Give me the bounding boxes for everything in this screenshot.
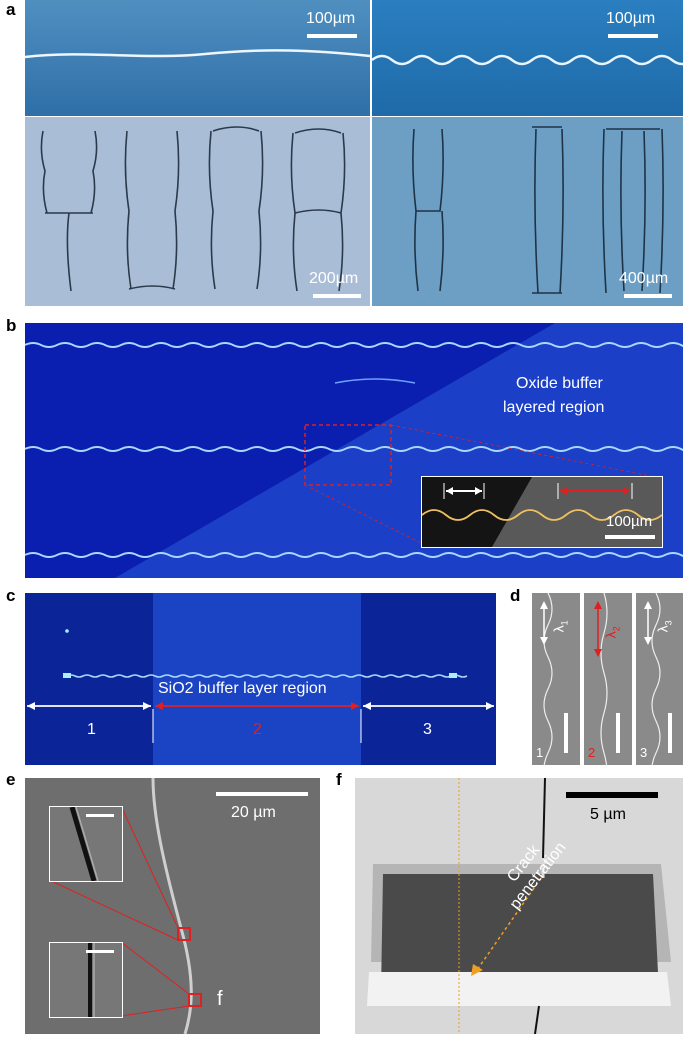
panel-e-graphics — [48, 778, 202, 1034]
zoom-box-lower — [188, 993, 202, 1007]
panel-c-graphics — [27, 629, 494, 743]
wire-wavy — [372, 54, 683, 66]
panel-label-c: c — [6, 586, 16, 605]
strip-3-number: 3 — [640, 745, 648, 760]
lambda-2: λ2 — [602, 626, 622, 639]
scale-text: 100µm — [606, 10, 656, 27]
sio2-region-label: SiO2 buffer layer region — [158, 680, 327, 697]
scale-bar — [608, 34, 658, 38]
scale-text: 100µm — [306, 10, 356, 27]
inset-scale-text: 100µm — [606, 513, 653, 530]
scale-bar — [624, 294, 672, 298]
lambda-3: λ3 — [654, 620, 674, 633]
scale-bar — [216, 792, 308, 796]
panel-b-inset: 100µm — [421, 476, 663, 548]
panel-e-image: 20 µm f — [25, 778, 320, 1034]
zoom-box — [304, 424, 392, 486]
oxide-region-label-line2: layered region — [503, 399, 605, 416]
panel-f-image: 5 µm Crack penetration — [355, 778, 683, 1034]
panel-label-f: f — [336, 770, 342, 789]
panel-a-bottom-left-image: 200µm — [25, 117, 370, 306]
scale-text: 5 µm — [590, 806, 626, 823]
panel-a-top-left-image: 100µm — [25, 0, 370, 116]
panel-f-graphics — [367, 778, 671, 1034]
segment-2-label: 2 — [253, 721, 262, 738]
panel-d-strip-2: λ2 2 — [584, 593, 632, 765]
panel-c-image: SiO2 buffer layer region 1 2 3 — [25, 593, 496, 765]
zoom-box-upper — [177, 927, 191, 941]
panel-label-d: d — [510, 586, 521, 605]
scale-bar — [313, 294, 361, 298]
f-marker: f — [217, 988, 223, 1010]
scale-text: 20 µm — [231, 804, 276, 821]
panel-label-e: e — [6, 770, 16, 789]
inset-upper — [49, 806, 123, 882]
panel-d-strip-3: λ3 3 — [636, 593, 683, 765]
region-1 — [25, 593, 153, 765]
panel-a-top-right-image: 100µm — [372, 0, 683, 116]
panel-b-image: Oxide buffer layered region 100µm — [25, 323, 683, 578]
scale-bar — [307, 34, 357, 38]
lambda-1: λ1 — [550, 620, 570, 633]
inset-scale-bar — [605, 535, 655, 539]
panel-d-strip-1: λ1 1 — [532, 593, 580, 765]
scale-text: 200µm — [309, 270, 359, 287]
wire-letters-kim — [412, 126, 664, 294]
panel-a-bottom-right-image: 400µm — [372, 117, 683, 306]
inset-lower — [49, 942, 123, 1018]
inset-graphics — [422, 477, 662, 547]
panel-label-b: b — [6, 316, 17, 335]
wire-straight — [25, 49, 370, 59]
region-3 — [361, 593, 496, 765]
panel-label-a: a — [6, 0, 16, 19]
oxide-region-label-line1: Oxide buffer — [516, 375, 603, 392]
region-2-sio2 — [153, 593, 361, 765]
wire-letters-yuna — [40, 126, 346, 292]
scale-text: 400µm — [619, 270, 669, 287]
segment-1-label: 1 — [87, 721, 96, 738]
segment-3-label: 3 — [423, 721, 432, 738]
strip-2-number: 2 — [588, 745, 596, 760]
strip-1-number: 1 — [536, 745, 544, 760]
scale-bar — [566, 792, 658, 798]
